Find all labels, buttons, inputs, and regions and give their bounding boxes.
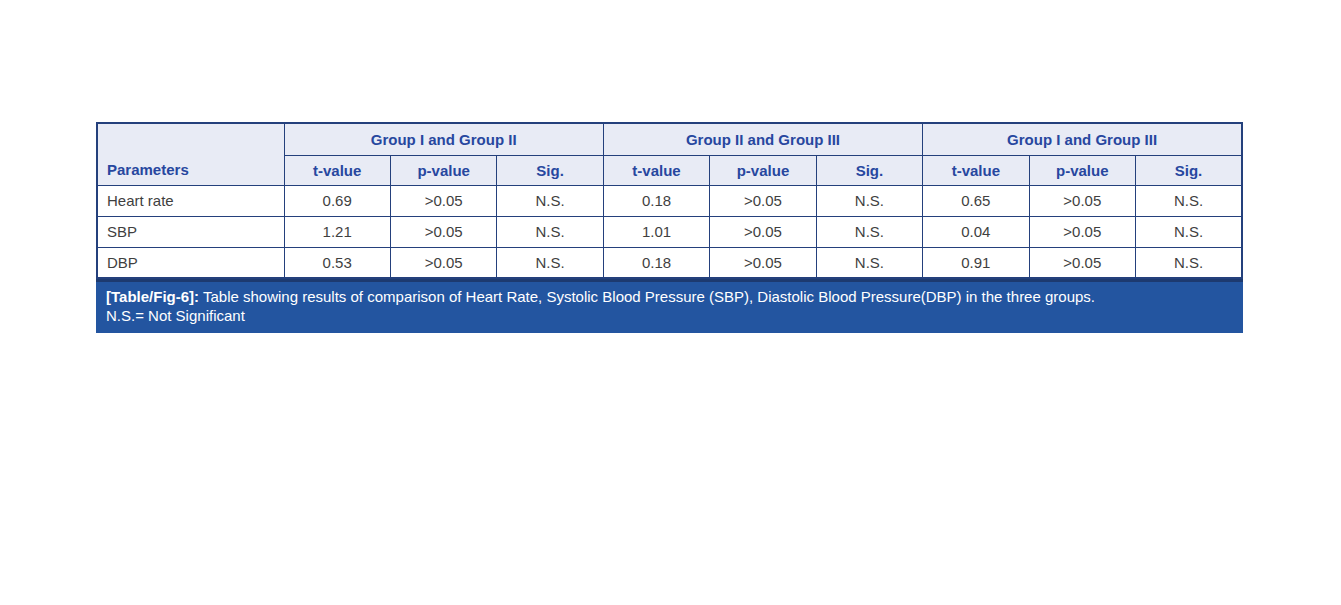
value-cell: 0.91	[923, 247, 1029, 278]
value-cell: 0.65	[923, 185, 1029, 216]
value-cell: N.S.	[1136, 185, 1243, 216]
table-row-heart-rate: Heart rate 0.69 >0.05 N.S. 0.18 >0.05 N.…	[97, 185, 1242, 216]
subheader-g2-tvalue: t-value	[603, 155, 709, 185]
value-cell: N.S.	[816, 185, 922, 216]
value-cell: 0.18	[603, 247, 709, 278]
value-cell: >0.05	[710, 216, 816, 247]
parameter-cell: Heart rate	[97, 185, 284, 216]
value-cell: >0.05	[390, 185, 496, 216]
value-cell: >0.05	[1029, 247, 1135, 278]
value-cell: 1.01	[603, 216, 709, 247]
parameters-header-cell: Parameters	[97, 123, 284, 185]
group-header-2: Group II and Group III	[603, 123, 922, 155]
group-header-3: Group I and Group III	[923, 123, 1242, 155]
caption-line-2: N.S.= Not Significant	[106, 306, 1233, 325]
subheader-g1-pvalue: p-value	[390, 155, 496, 185]
subheader-g2-pvalue: p-value	[710, 155, 816, 185]
group-header-row: Parameters Group I and Group II Group II…	[97, 123, 1242, 155]
parameter-cell: SBP	[97, 216, 284, 247]
value-cell: >0.05	[1029, 216, 1135, 247]
value-cell: N.S.	[497, 185, 603, 216]
value-cell: 0.18	[603, 185, 709, 216]
parameter-cell: DBP	[97, 247, 284, 278]
table-figure: Parameters Group I and Group II Group II…	[96, 122, 1243, 333]
value-cell: 0.69	[284, 185, 390, 216]
table-row-dbp: DBP 0.53 >0.05 N.S. 0.18 >0.05 N.S. 0.91…	[97, 247, 1242, 278]
subheader-g2-sig: Sig.	[816, 155, 922, 185]
subheader-g3-sig: Sig.	[1136, 155, 1243, 185]
value-cell: N.S.	[497, 247, 603, 278]
results-table: Parameters Group I and Group II Group II…	[96, 122, 1243, 279]
value-cell: >0.05	[710, 185, 816, 216]
value-cell: N.S.	[816, 247, 922, 278]
value-cell: N.S.	[816, 216, 922, 247]
subheader-g1-tvalue: t-value	[284, 155, 390, 185]
value-cell: N.S.	[1136, 247, 1243, 278]
value-cell: >0.05	[390, 216, 496, 247]
value-cell: N.S.	[1136, 216, 1243, 247]
value-cell: >0.05	[1029, 185, 1135, 216]
value-cell: >0.05	[390, 247, 496, 278]
caption-figure-label: [Table/Fig-6]:	[106, 288, 199, 305]
value-cell: N.S.	[497, 216, 603, 247]
value-cell: 1.21	[284, 216, 390, 247]
subheader-g3-pvalue: p-value	[1029, 155, 1135, 185]
caption-text: Table showing results of comparison of H…	[199, 288, 1095, 305]
group-header-1: Group I and Group II	[284, 123, 603, 155]
value-cell: >0.05	[710, 247, 816, 278]
caption-line-1: [Table/Fig-6]: Table showing results of …	[106, 287, 1233, 306]
subheader-g3-tvalue: t-value	[923, 155, 1029, 185]
subheader-g1-sig: Sig.	[497, 155, 603, 185]
table-caption: [Table/Fig-6]: Table showing results of …	[96, 279, 1243, 333]
value-cell: 0.04	[923, 216, 1029, 247]
table-row-sbp: SBP 1.21 >0.05 N.S. 1.01 >0.05 N.S. 0.04…	[97, 216, 1242, 247]
value-cell: 0.53	[284, 247, 390, 278]
